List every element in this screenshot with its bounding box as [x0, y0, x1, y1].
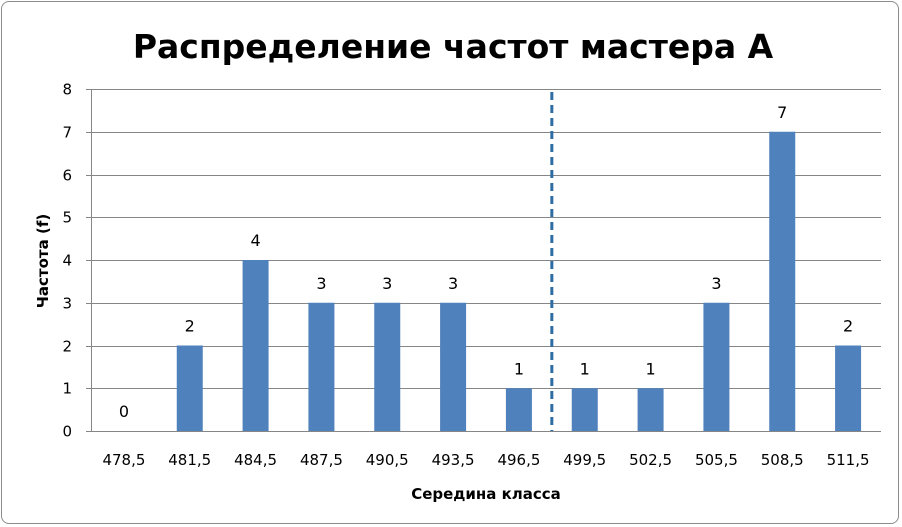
data-label: 3 — [316, 274, 326, 293]
data-label: 7 — [777, 103, 787, 122]
x-tick-label: 484,5 — [234, 451, 277, 469]
y-tick-label: 2 — [62, 338, 72, 356]
bar — [440, 302, 467, 431]
chart-title: Распределение частот мастера А — [133, 27, 774, 66]
data-label: 3 — [382, 274, 392, 293]
y-tick-label: 4 — [62, 252, 72, 270]
bar — [835, 345, 862, 431]
bar — [703, 302, 730, 431]
x-tick-label: 499,5 — [563, 451, 606, 469]
data-label: 1 — [645, 359, 655, 378]
axes: 0 1 2 3 4 5 6 7 8 478,5 481,5 484,5 487,5 490,5 493,5 4… — [62, 81, 881, 469]
data-label: 0 — [119, 402, 129, 421]
data-label: 3 — [448, 274, 458, 293]
bars — [176, 131, 862, 431]
x-tick-label: 490,5 — [366, 451, 409, 469]
y-tick-label: 5 — [62, 209, 72, 227]
y-axis-label: Частота (f) — [34, 214, 52, 308]
x-tick-label: 502,5 — [629, 451, 672, 469]
bar — [242, 260, 269, 431]
bar — [637, 388, 664, 431]
gridlines — [91, 89, 881, 389]
x-tick-label: 505,5 — [695, 451, 738, 469]
data-label: 1 — [580, 359, 590, 378]
x-tick-label: 511,5 — [827, 451, 870, 469]
x-tick-label: 493,5 — [432, 451, 475, 469]
bar — [571, 388, 598, 431]
y-tick-label: 6 — [62, 167, 72, 185]
x-tick-label: 478,5 — [102, 451, 145, 469]
bar — [769, 131, 796, 431]
x-axis-label: Середина класса — [411, 485, 561, 503]
bar — [176, 345, 203, 431]
y-tick-label: 0 — [62, 423, 72, 441]
data-labels: 0 2 4 3 3 3 1 1 1 3 7 2 — [119, 103, 853, 421]
bar — [308, 302, 335, 431]
y-tick-label: 7 — [62, 124, 72, 142]
y-tick-label: 3 — [62, 295, 72, 313]
bar — [374, 302, 401, 431]
data-label: 1 — [514, 359, 524, 378]
x-tick-label: 496,5 — [497, 451, 540, 469]
x-tick-label: 508,5 — [761, 451, 804, 469]
x-tick-label: 487,5 — [300, 451, 343, 469]
data-label: 4 — [250, 231, 260, 250]
x-tick-label: 481,5 — [168, 451, 211, 469]
data-label: 2 — [185, 317, 195, 336]
data-label: 2 — [843, 317, 853, 336]
bar — [505, 388, 532, 431]
y-tick-label: 8 — [62, 81, 72, 99]
y-tick-label: 1 — [62, 380, 72, 398]
data-label: 3 — [711, 274, 721, 293]
